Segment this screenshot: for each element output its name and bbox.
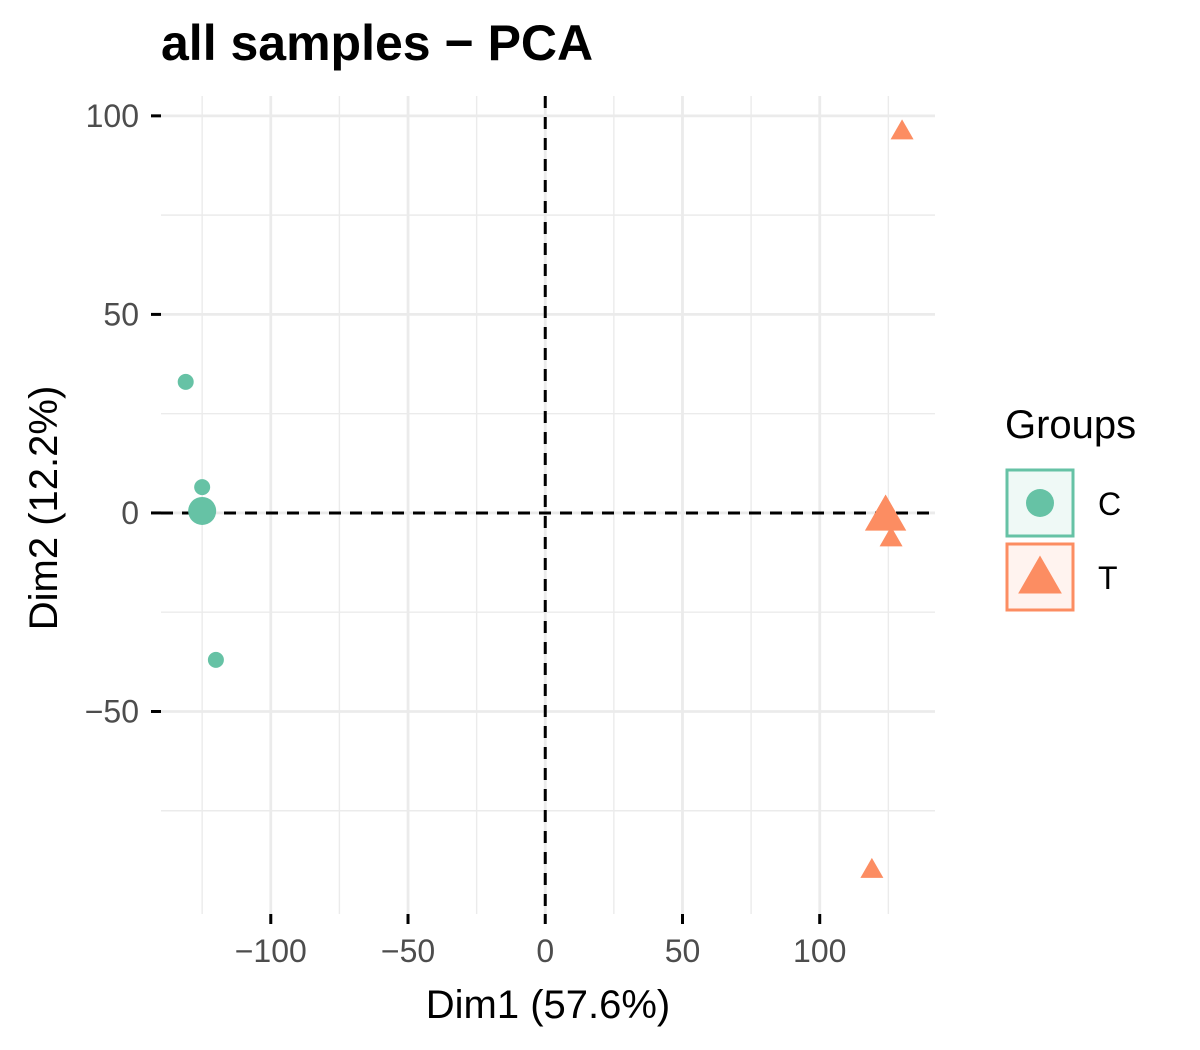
data-points	[177, 119, 914, 878]
legend-symbol-t	[1018, 555, 1062, 594]
point-c	[194, 479, 211, 496]
legend-title: Groups	[1005, 403, 1136, 447]
y-tick-label: −50	[85, 693, 139, 729]
x-axis-title: Dim1 (57.6%)	[426, 983, 671, 1027]
y-axis-title: Dim2 (12.2%)	[22, 386, 66, 631]
y-tick-label: 100	[86, 98, 139, 134]
legend-label-c: C	[1098, 486, 1121, 522]
x-tick-label: 50	[665, 933, 701, 969]
point-c	[207, 651, 224, 668]
x-tick-label: −100	[235, 933, 307, 969]
centroid-c	[188, 496, 217, 525]
x-tick-label: 100	[793, 933, 846, 969]
x-tick-label: 0	[536, 933, 554, 969]
major-gridlines	[161, 96, 935, 914]
point-c	[177, 373, 194, 390]
chart-title: all samples − PCA	[161, 15, 593, 71]
legend-symbol-c	[1026, 489, 1054, 517]
reference-lines	[161, 96, 935, 914]
axis-ticks: −100 −50 0 50 100 −50 0 50 100	[85, 98, 847, 969]
point-t	[879, 526, 903, 547]
y-tick-label: 50	[103, 296, 139, 332]
y-tick-label: 0	[121, 495, 139, 531]
point-t	[890, 119, 914, 140]
centroid-t	[864, 494, 907, 531]
point-t	[860, 857, 884, 878]
legend: Groups C T	[1005, 403, 1136, 612]
legend-label-t: T	[1098, 560, 1118, 596]
x-tick-label: −50	[381, 933, 435, 969]
